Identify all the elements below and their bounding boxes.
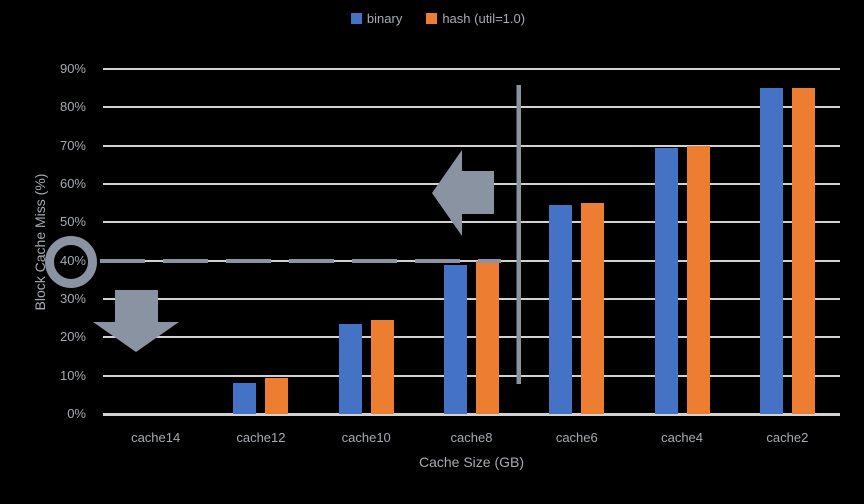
legend-label-hash: hash (util=1.0) xyxy=(442,11,526,26)
x-tick-label-cache10: cache10 xyxy=(341,430,391,445)
bar-hash-util-1-0--cache8 xyxy=(476,260,499,414)
gridline xyxy=(103,183,840,185)
bar-binary-cache12 xyxy=(233,383,257,414)
bar-binary-cache8 xyxy=(444,264,467,414)
x-tick-label-cache6: cache6 xyxy=(555,430,598,445)
gridline xyxy=(103,336,840,339)
y-tick-label: 10% xyxy=(59,367,86,383)
gridline xyxy=(103,221,840,224)
y-tick-label: 90% xyxy=(59,61,86,76)
x-tick-label-cache2: cache2 xyxy=(766,430,809,445)
x-tick-label-cache12: cache12 xyxy=(236,430,286,445)
bar-hash-util-1-0--cache4 xyxy=(686,145,710,414)
bar-binary-cache2 xyxy=(759,88,783,414)
legend-item-binary: binary xyxy=(350,11,403,26)
x-axis-tick-labels: cache14 cache12 cache10 cache8 cache6 cache4 c… xyxy=(103,430,840,446)
plot-area xyxy=(103,68,840,416)
bar-binary-cache4 xyxy=(654,147,678,414)
bar-binary-cache10 xyxy=(338,323,362,414)
bar-hash-util-1-0--cache6 xyxy=(581,203,605,414)
legend-swatch-hash xyxy=(426,13,438,24)
y-tick-label: 30% xyxy=(59,291,86,306)
y-tick-label: 0% xyxy=(67,406,86,421)
y-tick-label: 50% xyxy=(59,214,86,230)
gridline xyxy=(103,374,840,377)
legend-swatch-binary xyxy=(350,13,362,24)
y-tick-label: 20% xyxy=(59,329,86,345)
gridline xyxy=(103,259,840,262)
y-tick-label: 60% xyxy=(59,176,86,191)
legend-item-hash: hash (util=1.0) xyxy=(426,12,525,25)
y-axis-tick-labels: 0% 10% 20% 30% 40% 50% 60% 70% 80% 90% xyxy=(36,61,86,421)
gridline xyxy=(103,68,840,70)
y-tick-label: 40% xyxy=(59,252,86,268)
x-tick-label-cache8: cache8 xyxy=(450,430,493,445)
bar-binary-cache6 xyxy=(549,205,573,414)
bar-hash-util-1-0--cache2 xyxy=(791,88,815,414)
y-tick-label: 80% xyxy=(59,99,86,115)
y-tick-label: 70% xyxy=(59,137,86,153)
legend-label-binary: binary xyxy=(366,11,403,26)
legend: binary hash (util=1.0) xyxy=(0,12,864,25)
bar-hash-util-1-0--cache10 xyxy=(370,320,394,414)
x-axis-title: Cache Size (GB) xyxy=(418,454,525,470)
x-tick-label-cache14: cache14 xyxy=(131,430,181,445)
x-tick-label-cache4: cache4 xyxy=(661,430,704,445)
gridline xyxy=(103,106,840,109)
gridline xyxy=(103,298,840,300)
bar-hash-util-1-0--cache12 xyxy=(265,377,289,414)
x-axis-line xyxy=(103,413,840,416)
gridline xyxy=(103,144,840,147)
